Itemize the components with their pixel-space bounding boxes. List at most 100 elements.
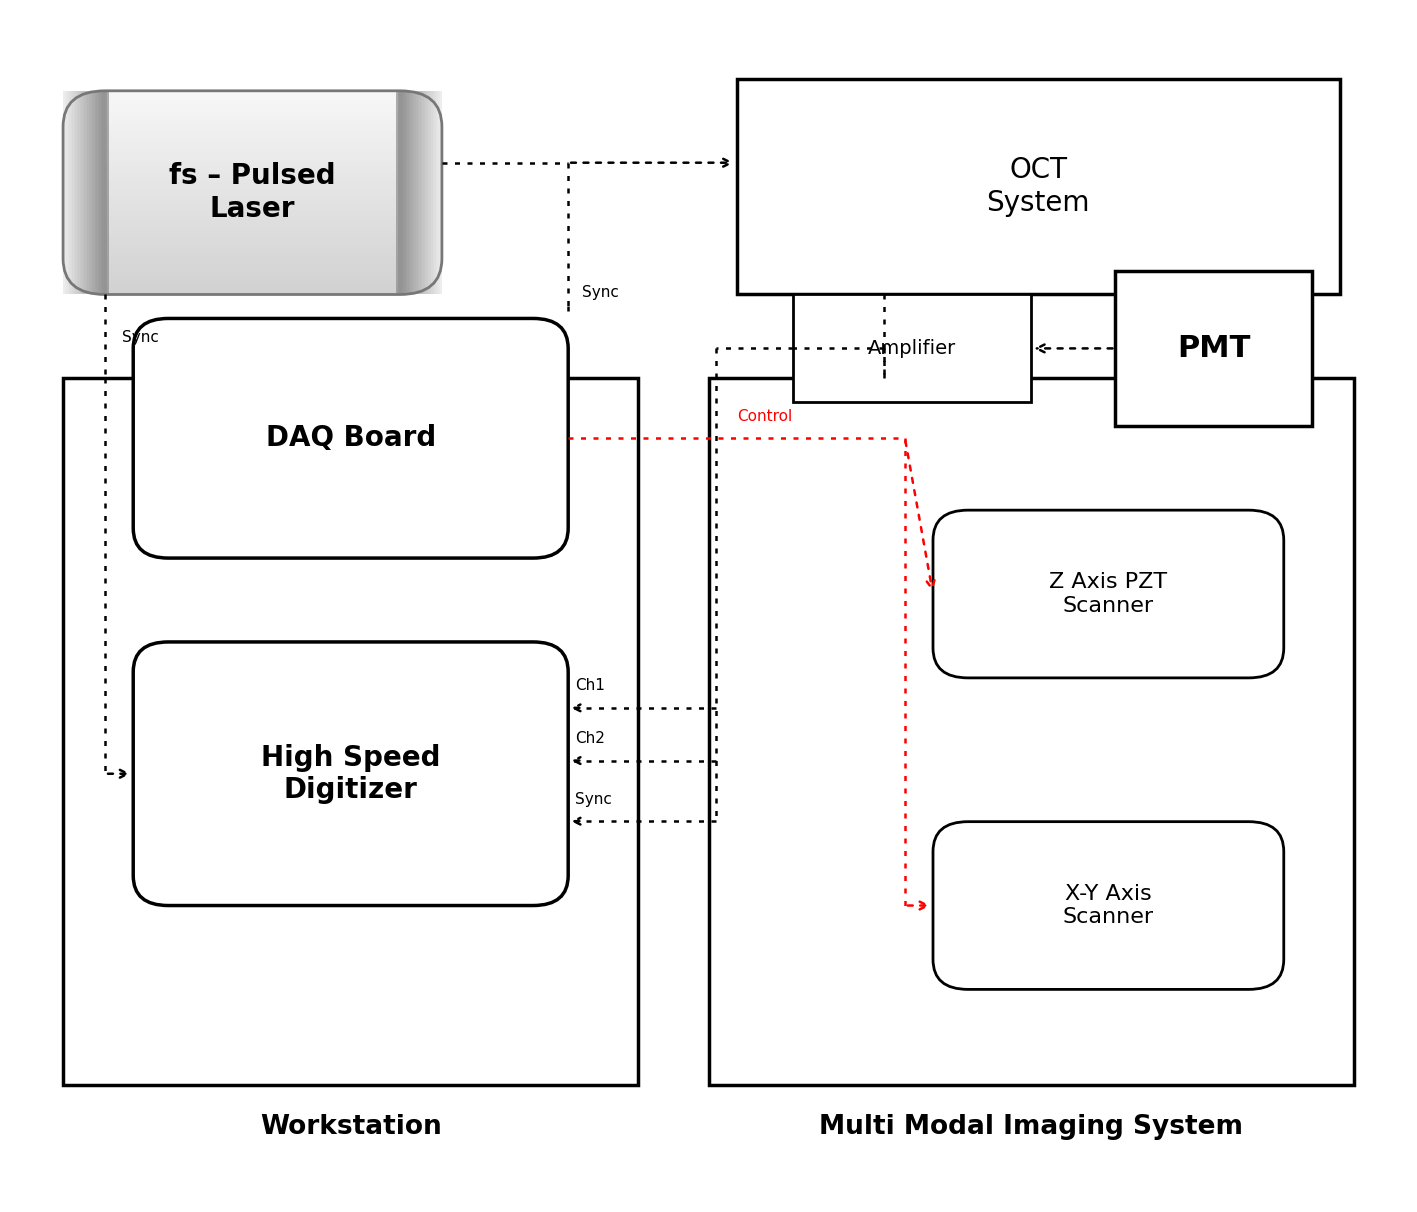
Bar: [64, 206, 442, 210]
Text: PMT: PMT: [1178, 335, 1250, 362]
Bar: [737, 79, 1340, 295]
Bar: [64, 91, 74, 295]
Bar: [64, 91, 79, 295]
Bar: [64, 179, 442, 183]
FancyBboxPatch shape: [133, 642, 568, 905]
Bar: [64, 162, 442, 166]
Bar: [64, 101, 442, 104]
Bar: [64, 91, 75, 295]
Bar: [64, 91, 96, 295]
Bar: [415, 91, 442, 295]
Bar: [64, 251, 442, 253]
Bar: [429, 91, 442, 295]
Bar: [64, 264, 442, 268]
Text: fs – Pulsed
Laser: fs – Pulsed Laser: [169, 162, 336, 223]
Bar: [414, 91, 442, 295]
Bar: [64, 91, 89, 295]
Bar: [64, 91, 65, 295]
Bar: [64, 91, 77, 295]
Bar: [64, 176, 442, 179]
Bar: [64, 91, 101, 295]
Bar: [436, 91, 442, 295]
Bar: [64, 91, 69, 295]
Text: Amplifier: Amplifier: [867, 339, 956, 358]
FancyBboxPatch shape: [932, 510, 1284, 678]
Bar: [64, 91, 442, 95]
Text: Z Axis PZT
Scanner: Z Axis PZT Scanner: [1050, 572, 1168, 616]
Bar: [64, 285, 442, 287]
Bar: [64, 257, 442, 261]
Bar: [64, 91, 94, 295]
Bar: [64, 291, 442, 295]
Bar: [411, 91, 442, 295]
Bar: [1115, 270, 1312, 427]
Bar: [424, 91, 442, 295]
Bar: [64, 240, 442, 244]
Text: High Speed
Digitizer: High Speed Digitizer: [261, 743, 441, 804]
Bar: [64, 378, 638, 1085]
Bar: [64, 132, 442, 135]
Bar: [64, 112, 442, 115]
Bar: [408, 91, 442, 295]
Bar: [64, 91, 82, 295]
Bar: [64, 230, 442, 234]
Bar: [64, 91, 95, 295]
Bar: [64, 193, 442, 196]
Bar: [417, 91, 442, 295]
Bar: [64, 142, 442, 145]
Bar: [64, 196, 442, 200]
Bar: [418, 91, 442, 295]
Text: Ch2: Ch2: [575, 731, 605, 747]
Bar: [64, 244, 442, 247]
Bar: [64, 149, 442, 152]
Bar: [64, 217, 442, 219]
Bar: [64, 91, 86, 295]
Bar: [431, 91, 442, 295]
Bar: [64, 159, 442, 162]
FancyBboxPatch shape: [932, 822, 1284, 989]
Text: Sync: Sync: [582, 286, 619, 301]
Bar: [64, 104, 442, 108]
Bar: [64, 213, 442, 217]
Bar: [64, 115, 442, 118]
Bar: [64, 108, 442, 112]
Bar: [400, 91, 442, 295]
Text: DAQ Board: DAQ Board: [265, 424, 436, 452]
Text: Control: Control: [737, 408, 792, 424]
Bar: [428, 91, 442, 295]
Bar: [421, 91, 442, 295]
Bar: [64, 91, 105, 295]
Bar: [64, 223, 442, 227]
Bar: [64, 91, 109, 295]
Bar: [64, 91, 92, 295]
Bar: [64, 145, 442, 149]
Bar: [64, 183, 442, 185]
Bar: [64, 125, 442, 128]
Bar: [64, 98, 442, 101]
Bar: [64, 95, 442, 98]
Bar: [64, 168, 442, 172]
Text: OCT
System: OCT System: [986, 156, 1090, 217]
Bar: [64, 91, 67, 295]
Bar: [64, 91, 99, 295]
Bar: [64, 138, 442, 142]
Bar: [64, 91, 72, 295]
Bar: [64, 247, 442, 251]
Bar: [64, 121, 442, 125]
Text: Multi Modal Imaging System: Multi Modal Imaging System: [819, 1114, 1243, 1140]
Text: Workstation: Workstation: [259, 1114, 442, 1140]
Bar: [64, 91, 103, 295]
Bar: [64, 91, 102, 295]
Text: Sync: Sync: [122, 331, 159, 345]
Bar: [64, 234, 442, 236]
Bar: [432, 91, 442, 295]
Bar: [64, 281, 442, 285]
Bar: [64, 287, 442, 291]
Bar: [64, 274, 442, 278]
Bar: [407, 91, 442, 295]
Bar: [64, 91, 81, 295]
Bar: [708, 378, 1353, 1085]
Bar: [64, 128, 442, 132]
Bar: [64, 185, 442, 189]
Bar: [64, 210, 442, 213]
